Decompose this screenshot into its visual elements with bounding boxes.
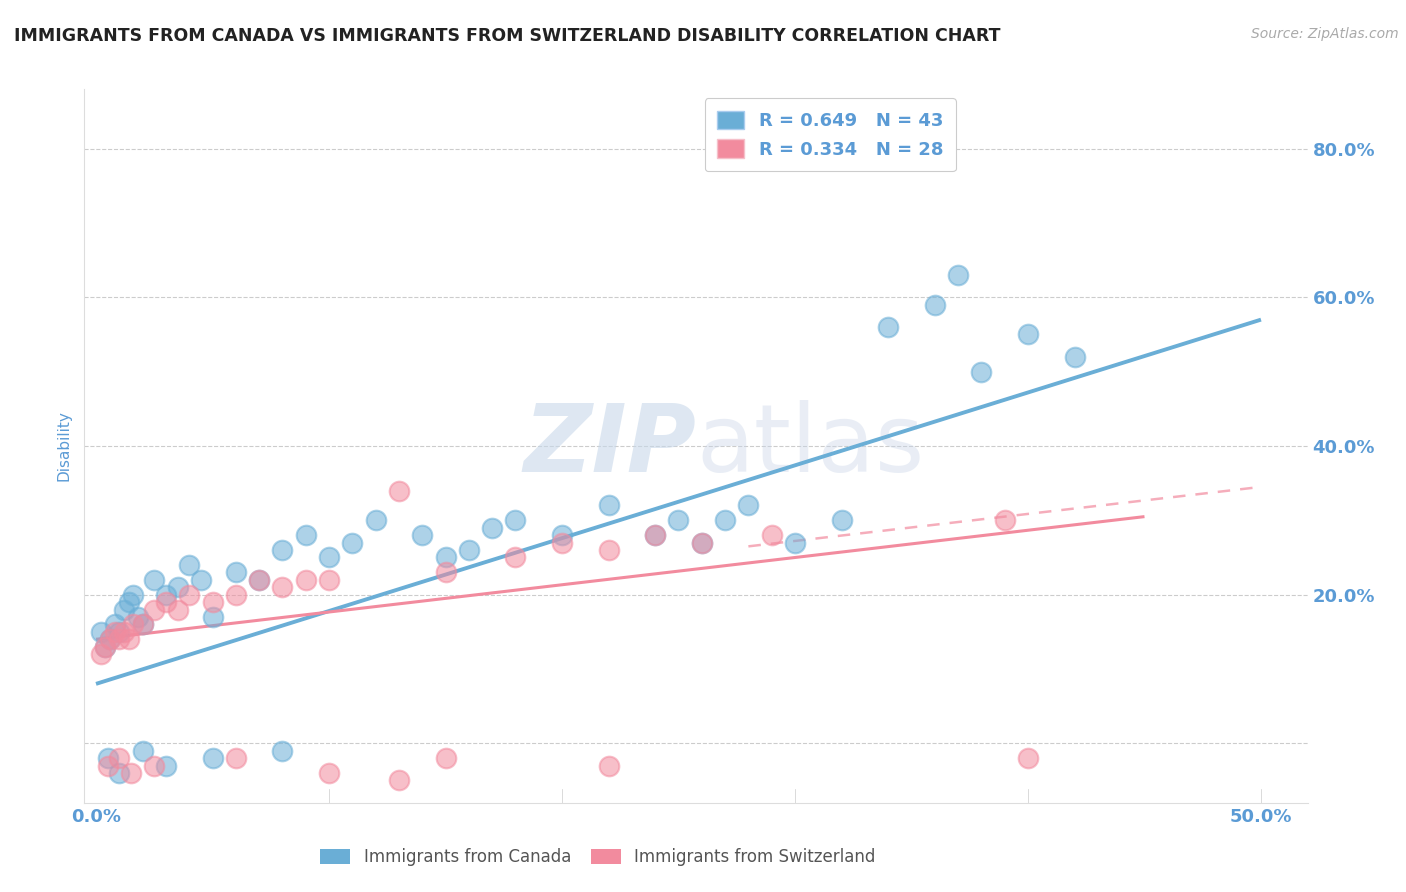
Point bbox=[98, 632, 121, 647]
Point bbox=[143, 573, 166, 587]
Point bbox=[179, 588, 201, 602]
Text: atlas: atlas bbox=[696, 400, 924, 492]
Point bbox=[155, 758, 177, 772]
Point bbox=[434, 751, 457, 765]
Point bbox=[94, 640, 117, 654]
Point bbox=[247, 573, 270, 587]
Point bbox=[318, 766, 340, 780]
Point bbox=[112, 602, 135, 616]
Point bbox=[117, 595, 139, 609]
Point bbox=[457, 543, 479, 558]
Point bbox=[97, 751, 120, 765]
Y-axis label: Disability: Disability bbox=[56, 410, 72, 482]
Point bbox=[127, 610, 149, 624]
Text: IMMIGRANTS FROM CANADA VS IMMIGRANTS FROM SWITZERLAND DISABILITY CORRELATION CHA: IMMIGRANTS FROM CANADA VS IMMIGRANTS FRO… bbox=[14, 27, 1001, 45]
Point bbox=[120, 766, 142, 780]
Point bbox=[434, 566, 457, 580]
Point bbox=[388, 773, 411, 788]
Point bbox=[318, 573, 340, 587]
Point bbox=[155, 588, 177, 602]
Point bbox=[108, 632, 131, 647]
Point bbox=[108, 624, 131, 639]
Point bbox=[1063, 350, 1085, 364]
Point bbox=[970, 365, 993, 379]
Text: ZIP: ZIP bbox=[523, 400, 696, 492]
Point bbox=[271, 744, 294, 758]
Point bbox=[131, 744, 153, 758]
Point bbox=[761, 528, 783, 542]
Point bbox=[190, 573, 212, 587]
Point bbox=[104, 617, 127, 632]
Point bbox=[271, 543, 294, 558]
Point bbox=[690, 535, 713, 549]
Point bbox=[247, 573, 270, 587]
Point bbox=[318, 550, 340, 565]
Point bbox=[225, 751, 247, 765]
Point bbox=[481, 521, 503, 535]
Point bbox=[179, 558, 201, 572]
Point bbox=[598, 499, 620, 513]
Point bbox=[598, 758, 620, 772]
Point bbox=[131, 617, 153, 632]
Point bbox=[122, 617, 145, 632]
Point bbox=[877, 320, 900, 334]
Point bbox=[737, 499, 759, 513]
Point bbox=[117, 632, 139, 647]
Point bbox=[1017, 327, 1039, 342]
Point bbox=[924, 298, 946, 312]
Point bbox=[690, 535, 713, 549]
Point bbox=[831, 513, 853, 527]
Point bbox=[271, 580, 294, 594]
Point bbox=[112, 624, 135, 639]
Point bbox=[143, 758, 166, 772]
Point bbox=[166, 580, 188, 594]
Point bbox=[122, 588, 145, 602]
Point bbox=[294, 528, 316, 542]
Point bbox=[90, 647, 112, 661]
Point bbox=[131, 617, 153, 632]
Point bbox=[166, 602, 188, 616]
Point bbox=[668, 513, 690, 527]
Point bbox=[90, 624, 112, 639]
Point bbox=[411, 528, 433, 542]
Point bbox=[143, 602, 166, 616]
Point bbox=[225, 566, 247, 580]
Point bbox=[97, 758, 120, 772]
Text: Source: ZipAtlas.com: Source: ZipAtlas.com bbox=[1251, 27, 1399, 41]
Point bbox=[434, 550, 457, 565]
Point bbox=[104, 624, 127, 639]
Point bbox=[294, 573, 316, 587]
Point bbox=[644, 528, 666, 542]
Point bbox=[994, 513, 1017, 527]
Point bbox=[388, 483, 411, 498]
Point bbox=[98, 632, 121, 647]
Point bbox=[505, 550, 527, 565]
Point bbox=[94, 640, 117, 654]
Point bbox=[783, 535, 806, 549]
Point bbox=[644, 528, 666, 542]
Point bbox=[201, 610, 224, 624]
Point bbox=[551, 528, 574, 542]
Legend: Immigrants from Canada, Immigrants from Switzerland: Immigrants from Canada, Immigrants from … bbox=[314, 842, 883, 873]
Point bbox=[1017, 751, 1039, 765]
Point bbox=[342, 535, 364, 549]
Point bbox=[155, 595, 177, 609]
Point bbox=[364, 513, 387, 527]
Point bbox=[598, 543, 620, 558]
Point bbox=[714, 513, 737, 527]
Point bbox=[201, 751, 224, 765]
Point bbox=[505, 513, 527, 527]
Point bbox=[946, 268, 969, 282]
Point bbox=[551, 535, 574, 549]
Point bbox=[201, 595, 224, 609]
Point bbox=[225, 588, 247, 602]
Point bbox=[108, 751, 131, 765]
Point bbox=[108, 766, 131, 780]
